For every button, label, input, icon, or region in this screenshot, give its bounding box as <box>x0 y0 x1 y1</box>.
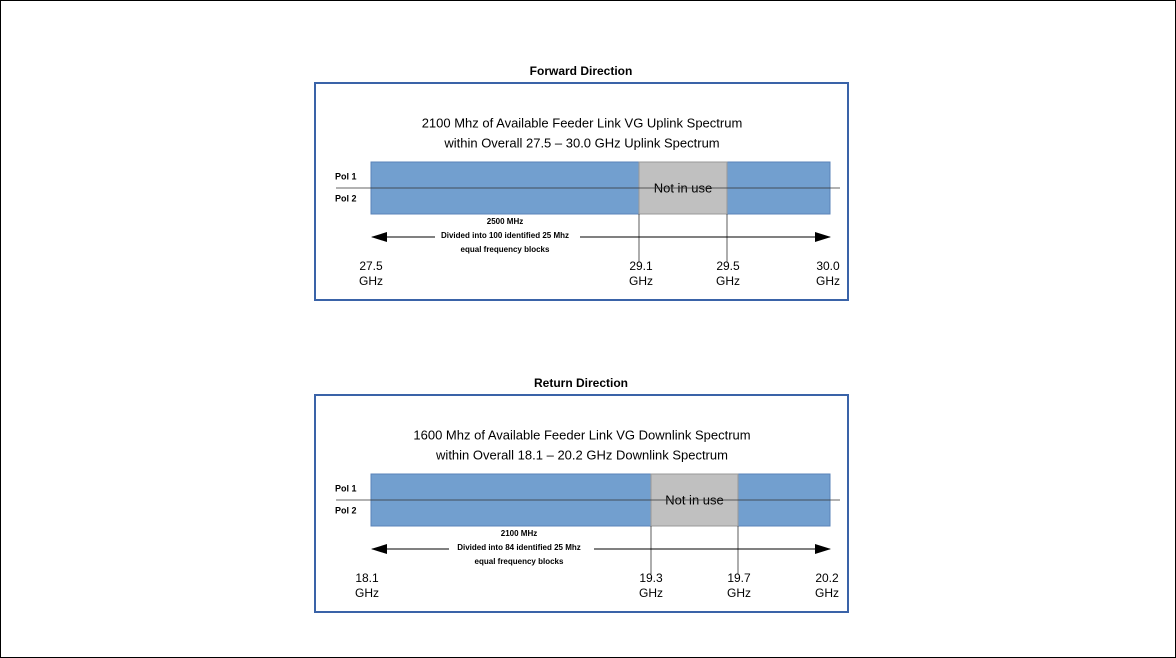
frequency-unit: GHz <box>716 274 740 288</box>
heading-line: within Overall 27.5 – 30.0 GHz Uplink Sp… <box>443 135 719 150</box>
panel-box <box>314 82 849 301</box>
frequency-value: 19.7 <box>727 571 751 585</box>
frequency-unit: GHz <box>355 586 379 600</box>
frequency-unit: GHz <box>816 274 840 288</box>
frequency-unit: GHz <box>727 586 751 600</box>
frequency-unit: GHz <box>815 586 839 600</box>
frequency-unit: GHz <box>629 274 653 288</box>
frequency-value: 19.3 <box>639 571 663 585</box>
span-text: Divided into 84 identified 25 Mhz <box>457 543 581 552</box>
frequency-value: 18.1 <box>355 571 379 585</box>
heading-line: 1600 Mhz of Available Feeder Link VG Dow… <box>413 427 750 442</box>
pol-label: Pol 2 <box>335 505 357 515</box>
heading-line: 2100 Mhz of Available Feeder Link VG Upl… <box>422 115 743 130</box>
pol-label: Pol 2 <box>335 193 357 203</box>
frequency-value: 29.1 <box>629 259 653 273</box>
pol-label: Pol 1 <box>335 483 357 493</box>
span-text: 2500 MHz <box>487 217 523 226</box>
frequency-value: 27.5 <box>359 259 383 273</box>
frequency-unit: GHz <box>639 586 663 600</box>
panel-title: Return Direction <box>534 376 628 390</box>
span-text: 2100 MHz <box>501 529 537 538</box>
span-text: Divided into 100 identified 25 Mhz <box>441 231 569 240</box>
panel-title: Forward Direction <box>530 64 633 78</box>
frequency-value: 20.2 <box>815 571 839 585</box>
frequency-value: 30.0 <box>816 259 840 273</box>
frequency-value: 29.5 <box>716 259 740 273</box>
span-text: equal frequency blocks <box>461 245 550 254</box>
pol-label: Pol 1 <box>335 171 357 181</box>
span-text: equal frequency blocks <box>475 557 564 566</box>
frequency-unit: GHz <box>359 274 383 288</box>
heading-line: within Overall 18.1 – 20.2 GHz Downlink … <box>435 447 728 462</box>
panel-box <box>314 394 849 613</box>
